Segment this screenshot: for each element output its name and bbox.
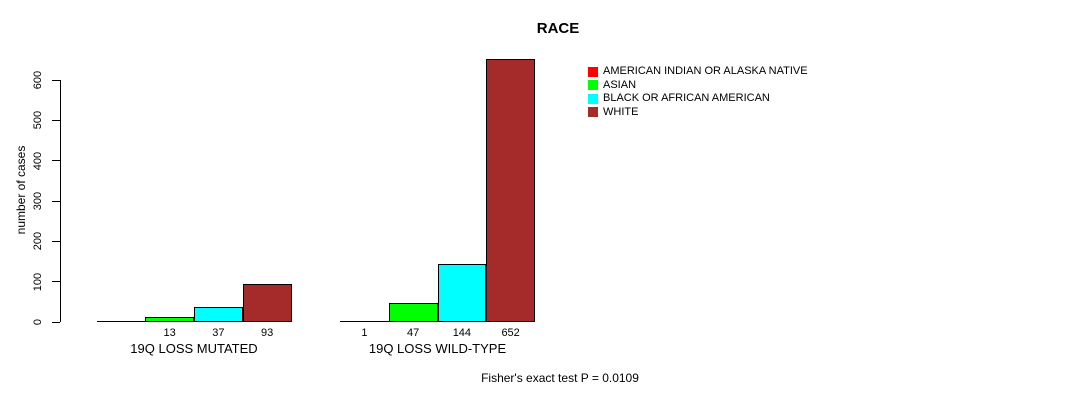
bar-count-label-white: 93 [261, 327, 274, 339]
legend: AMERICAN INDIAN OR ALASKA NATIVE ASIAN BLA… [588, 65, 808, 119]
legend-swatch-white [588, 107, 598, 118]
legend-item-american-indian-or-alaska-native: AMERICAN INDIAN OR ALASKA NATIVE [588, 65, 808, 79]
y-tick-mark-200 [52, 240, 60, 242]
legend-swatch-black-or-african-american [588, 93, 598, 104]
group-label-19q-loss-mutated: 19Q LOSS MUTATED [130, 341, 258, 356]
group-label-19q-loss-wild-type: 19Q LOSS WILD-TYPE [368, 341, 507, 356]
legend-item-black-or-african-american: BLACK OR AFRICAN AMERICAN [588, 92, 808, 106]
legend-swatch-american-indian-or-alaska-native [588, 66, 598, 77]
legend-label: AMERICAN INDIAN OR ALASKA NATIVE [603, 65, 808, 77]
y-tick-mark-0 [52, 321, 60, 323]
y-tick-mark-100 [52, 281, 60, 283]
bar-count-label-asian: 47 [407, 327, 420, 339]
legend-swatch-asian [588, 80, 598, 91]
bar-count-label-white: 652 [501, 327, 520, 339]
y-tick-mark-600 [52, 79, 60, 81]
bar-19q-loss-wild-type-american-indian-or-alaska-native [340, 321, 389, 322]
chart-title: RACE [536, 20, 580, 37]
y-axis-label: number of cases [14, 145, 28, 235]
legend-label: ASIAN [603, 78, 637, 91]
bar-count-label-asian: 13 [163, 327, 176, 339]
bar-19q-loss-wild-type-asian [388, 303, 438, 322]
bar-19q-loss-mutated-american-indian-or-alaska-native [96, 321, 146, 322]
y-tick-mark-300 [52, 200, 60, 202]
legend-label: BLACK OR AFRICAN AMERICAN [603, 92, 770, 104]
bar-count-label-black-or-african-american: 37 [212, 327, 225, 339]
y-tick-mark-400 [52, 160, 60, 162]
legend-item-asian: ASIAN [588, 79, 808, 93]
legend-label: WHITE [603, 105, 639, 118]
bar-19q-loss-wild-type-white [486, 59, 535, 322]
y-tick-mark-500 [52, 119, 60, 121]
bar-19q-loss-wild-type-black-or-african-american [437, 263, 487, 322]
bar-count-label-black-or-african-american: 144 [452, 327, 472, 339]
y-axis-line [60, 80, 61, 322]
legend-item-white: WHITE [588, 106, 808, 120]
y-tick-label-600: 600 [32, 70, 44, 90]
fisher-test-footnote: Fisher's exact test P = 0.0109 [481, 371, 639, 385]
bar-19q-loss-mutated-white [242, 284, 292, 322]
bar-19q-loss-mutated-asian [145, 316, 194, 322]
bar-count-label-american-indian-or-alaska-native: 1 [361, 327, 368, 339]
bar-19q-loss-mutated-black-or-african-american [194, 307, 243, 322]
